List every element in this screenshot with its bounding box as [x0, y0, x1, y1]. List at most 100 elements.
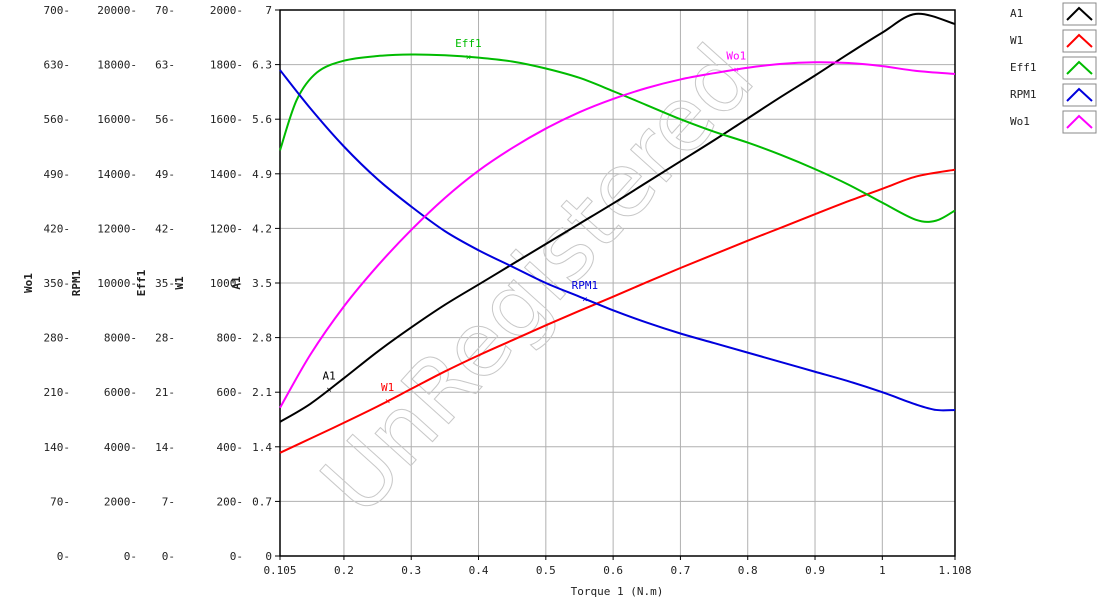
y-tick-label-eff1: 70- — [155, 4, 175, 17]
y-tick-label-a1: 5.6 — [252, 113, 272, 126]
x-tick-label: 0.9 — [805, 564, 825, 577]
legend-swatch-wo1 — [1066, 114, 1093, 129]
y-tick-label-wo1: 630- — [44, 59, 71, 72]
y-axis-title-a1: A1 — [230, 276, 243, 290]
x-tick-label: 0.3 — [401, 564, 421, 577]
y-tick-label-eff1: 56- — [155, 113, 175, 126]
y-tick-label-w1: 1800- — [210, 59, 243, 72]
x-tick-label: 0.4 — [469, 564, 489, 577]
x-tick-label: 1 — [879, 564, 886, 577]
series-label-w1: W1 — [381, 381, 394, 394]
series-label-rpm1: RPM1 — [572, 279, 599, 292]
y-tick-label-a1: 7 — [265, 4, 272, 17]
y-tick-label-a1: 0.7 — [252, 495, 272, 508]
legend: A1 W1 Eff1 RPM1 Wo1 — [1010, 2, 1097, 134]
legend-swatch-box — [1062, 56, 1097, 80]
legend-label-wo1: Wo1 — [1010, 115, 1030, 128]
series-label-wo1: Wo1 — [726, 50, 746, 63]
legend-label-w1: W1 — [1010, 34, 1023, 47]
x-tick-label: 0.2 — [334, 564, 354, 577]
series-line-eff1 — [279, 53, 956, 223]
legend-swatch-eff1 — [1066, 60, 1093, 75]
y-tick-label-rpm1: 2000- — [104, 495, 137, 508]
series-label-eff1: Eff1 — [455, 37, 482, 50]
series-label-a1: A1 — [323, 369, 336, 382]
series-layer: × A1 × W1 × Eff1 × RPM1 × Wo1 — [279, 12, 956, 454]
series-point-marker: × — [385, 397, 390, 407]
y-tick-label-w1: 1000- — [210, 277, 243, 290]
y-tick-label-rpm1: 10000- — [97, 277, 137, 290]
y-tick-label-a1: 6.3 — [252, 59, 272, 72]
x-tick-label: 0.8 — [738, 564, 758, 577]
y-tick-label-rpm1: 0- — [124, 550, 137, 563]
y-tick-label-a1: 1.4 — [252, 441, 272, 454]
y-tick-label-w1: 400- — [217, 441, 244, 454]
y-tick-label-w1: 600- — [217, 386, 244, 399]
y-tick-label-a1: 4.2 — [252, 222, 272, 235]
series-line-a1 — [279, 12, 956, 423]
y-tick-label-rpm1: 16000- — [97, 113, 137, 126]
y-tick-label-eff1: 42- — [155, 222, 175, 235]
y-tick-label-wo1: 350- — [44, 277, 71, 290]
series-line-w1 — [279, 168, 956, 454]
series-point-marker: × — [326, 385, 331, 395]
x-tick-label: 0.5 — [536, 564, 556, 577]
y-tick-label-a1: 4.9 — [252, 168, 272, 181]
y-tick-label-eff1: 7- — [162, 495, 175, 508]
y-tick-label-a1: 2.8 — [252, 332, 272, 345]
y-tick-label-wo1: 0- — [57, 550, 70, 563]
y-tick-label-wo1: 70- — [50, 495, 70, 508]
y-tick-label-rpm1: 8000- — [104, 332, 137, 345]
x-tick-label: 0.7 — [670, 564, 690, 577]
series-line-wo1 — [279, 61, 956, 409]
legend-swatch-box — [1062, 110, 1097, 134]
y-tick-label-rpm1: 20000- — [97, 4, 137, 17]
legend-label-eff1: Eff1 — [1010, 61, 1037, 74]
y-axis-title-eff1: Eff1 — [135, 269, 148, 296]
legend-swatch-a1 — [1066, 6, 1093, 21]
y-tick-label-wo1: 210- — [44, 386, 71, 399]
y-tick-label-rpm1: 4000- — [104, 441, 137, 454]
y-tick-label-w1: 1600- — [210, 113, 243, 126]
y-tick-label-w1: 1400- — [210, 168, 243, 181]
y-tick-label-eff1: 21- — [155, 386, 175, 399]
series-line-rpm1 — [279, 69, 956, 412]
legend-label-rpm1: RPM1 — [1010, 88, 1037, 101]
y-axis-title-rpm1: RPM1 — [70, 269, 83, 296]
x-axis: Torque 1 (N.m) 0.105 0.2 0.3 0.4 0.5 0.6 0.7 0.… — [263, 556, 972, 598]
y-tick-label-w1: 0- — [230, 550, 243, 563]
y-tick-label-eff1: 0- — [162, 550, 175, 563]
x-axis-title: Torque 1 (N.m) — [571, 585, 664, 598]
y-tick-label-wo1: 560- — [44, 113, 71, 126]
y-tick-label-rpm1: 6000- — [104, 386, 137, 399]
series-point-marker: × — [466, 53, 471, 63]
legend-swatch-box — [1062, 83, 1097, 107]
y-tick-label-eff1: 63- — [155, 59, 175, 72]
y-tick-label-rpm1: 14000- — [97, 168, 137, 181]
grid — [279, 9, 956, 557]
y-tick-label-eff1: 28- — [155, 332, 175, 345]
y-tick-label-rpm1: 12000- — [97, 222, 137, 235]
x-tick-label: 0.105 — [263, 564, 296, 577]
x-tick-label: 0.6 — [603, 564, 623, 577]
y-tick-label-w1: 800- — [217, 332, 244, 345]
y-tick-label-w1: 200- — [217, 495, 244, 508]
x-tick-label: 1.108 — [938, 564, 971, 577]
legend-label-a1: A1 — [1010, 7, 1023, 20]
legend-swatch-box — [1062, 29, 1097, 53]
y-tick-label-w1: 1200- — [210, 222, 243, 235]
y-tick-label-wo1: 490- — [44, 168, 71, 181]
y-tick-label-eff1: 14- — [155, 441, 175, 454]
y-tick-label-rpm1: 18000- — [97, 59, 137, 72]
y-tick-label-w1: 2000- — [210, 4, 243, 17]
y-tick-label-wo1: 700- — [44, 4, 71, 17]
y-tick-label-a1: 2.1 — [252, 386, 272, 399]
y-tick-label-wo1: 140- — [44, 441, 71, 454]
y-tick-label-a1: 0 — [265, 550, 272, 563]
y-tick-label-eff1: 35- — [155, 277, 175, 290]
y-tick-label-a1: 3.5 — [252, 277, 272, 290]
y-tick-label-wo1: 420- — [44, 222, 71, 235]
legend-swatch-box — [1062, 2, 1097, 26]
series-point-marker: × — [734, 66, 739, 76]
